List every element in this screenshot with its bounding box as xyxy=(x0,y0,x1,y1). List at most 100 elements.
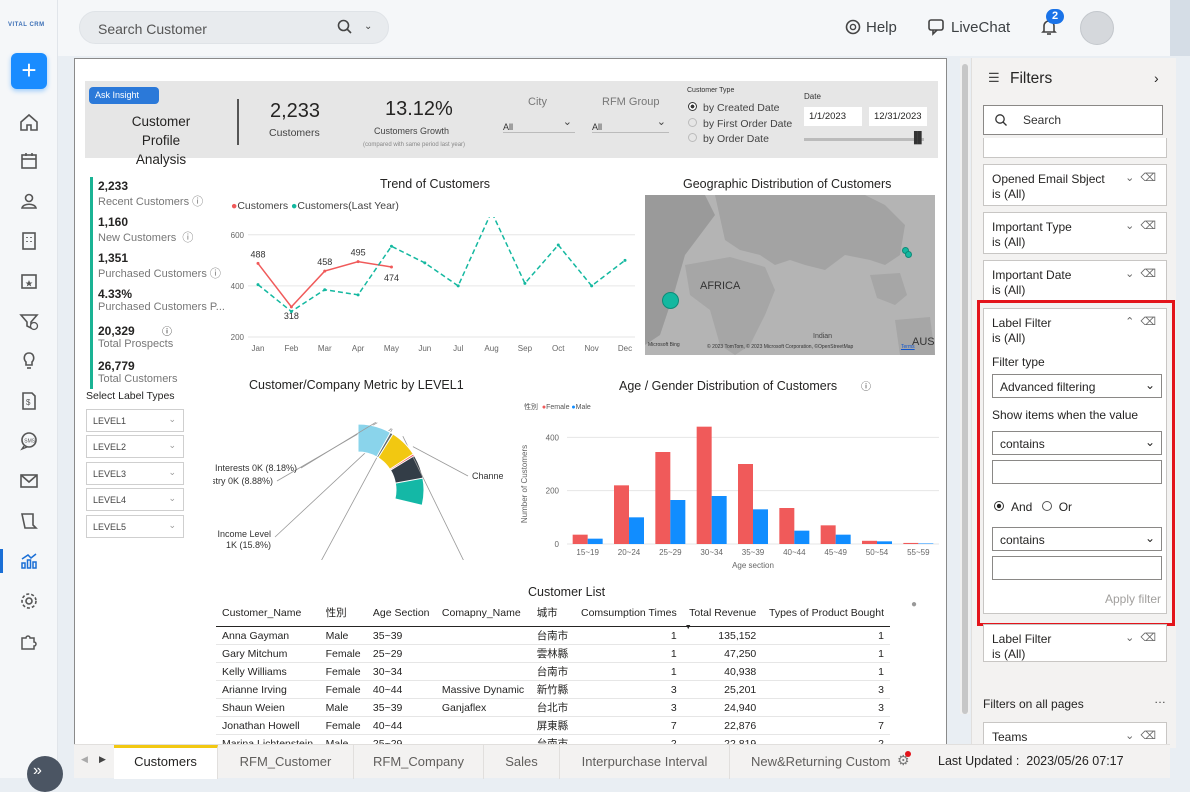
chevron-down-icon[interactable]: ⌄ ⌫ xyxy=(1125,730,1156,742)
scrollbar-thumb[interactable] xyxy=(962,64,968,714)
filter-card-important-date[interactable]: Important Date is (All) ⌄ ⌫ xyxy=(983,260,1167,302)
more-options-icon[interactable]: ● xyxy=(911,599,918,610)
level2-select[interactable]: LEVEL2 ⌄ xyxy=(86,435,184,458)
filter-card-opened-email[interactable]: Opened Email Sbject is (All) ⌄ ⌫ xyxy=(983,164,1167,206)
column-header[interactable]: Total Revenue ▼ xyxy=(682,603,763,631)
calendar-icon[interactable] xyxy=(18,150,40,172)
company-icon[interactable] xyxy=(18,230,40,252)
tab-new-returning[interactable]: New&Returning Custom xyxy=(751,754,891,769)
filter-card-partial[interactable] xyxy=(983,138,1167,158)
table-row[interactable]: Gary Mitchum Female 25~29 雲林縣 1 47,250 1 xyxy=(216,644,890,663)
filter-type-select[interactable]: Advanced filtering ⌄ xyxy=(992,374,1162,398)
search-input[interactable]: Search Customer xyxy=(98,21,207,37)
map-bubble[interactable] xyxy=(905,251,912,258)
avatar[interactable] xyxy=(1080,11,1114,45)
chevron-down-icon[interactable]: ⌄ ⌫ xyxy=(1125,268,1156,280)
radio-created-date[interactable]: by Created Date xyxy=(688,101,792,117)
livechat-icon[interactable] xyxy=(927,18,945,41)
settings-icon[interactable] xyxy=(18,590,40,612)
column-header[interactable]: Age Section xyxy=(366,603,436,627)
app-logo[interactable]: VITAL CRM xyxy=(8,22,45,28)
level1-select[interactable]: LEVEL1 ⌄ xyxy=(86,409,184,432)
filter-card-label-filter-2[interactable]: Label Filter is (All) ⌄ ⌫ xyxy=(983,624,1167,662)
donut-chart[interactable]: Channel 1K (28.73%)RFM_New Customer1K (2… xyxy=(213,395,503,560)
map-visual[interactable]: AFRICA Indian AUS Microsoft Bing © 2023 … xyxy=(645,195,935,355)
condition2-value-input[interactable] xyxy=(992,556,1162,580)
event-icon[interactable] xyxy=(18,270,40,292)
map-bubble[interactable] xyxy=(662,292,679,309)
level4-select[interactable]: LEVEL4 ⌄ xyxy=(86,488,184,511)
table-row[interactable]: Kelly Williams Female 30~34 台南市 1 40,938 1 xyxy=(216,662,890,681)
age-gender-chart[interactable]: 0 200 400 15~19 20~24 25~29 30~34 35~39 40~44 45~… xyxy=(515,414,945,574)
trend-chart[interactable]: 200 400 600 Jan Feb Mar Apr May Jun Jul Aug Sep Oct N… xyxy=(225,217,641,357)
more-options-icon[interactable]: … xyxy=(1154,692,1166,706)
legend-customers[interactable]: Customers xyxy=(237,200,289,212)
rfm-select[interactable]: All ⌄ xyxy=(592,116,669,133)
lightbulb-icon[interactable] xyxy=(18,350,40,372)
date-from-input[interactable]: 1/1/2023 xyxy=(804,107,862,126)
tab-sales[interactable]: Sales xyxy=(484,745,560,779)
info-icon[interactable]: ⓘ xyxy=(861,382,871,393)
radio-first-order-date[interactable]: by First Order Date xyxy=(688,117,792,133)
collapse-pane-icon[interactable]: › xyxy=(1154,70,1159,86)
customer-list-table[interactable]: Customer_Name 性別 Age Section Comapny_Name 城市… xyxy=(216,603,891,747)
radio-or[interactable]: Or xyxy=(1041,500,1072,514)
tab-rfm-company[interactable]: RFM_Company xyxy=(354,745,484,779)
tab-next-icon[interactable]: ▶ xyxy=(99,754,106,764)
chevron-down-icon[interactable]: ⌄ xyxy=(364,21,373,32)
help-link[interactable]: Help xyxy=(866,19,897,36)
column-header[interactable]: 性別 xyxy=(319,603,367,627)
column-header[interactable]: Comapny_Name xyxy=(435,603,531,627)
info-icon[interactable]: ⓘ xyxy=(182,232,194,244)
info-icon[interactable]: ⓘ xyxy=(162,327,173,338)
help-icon[interactable] xyxy=(845,19,861,40)
radio-order-date[interactable]: by Order Date xyxy=(688,132,792,148)
create-new-button[interactable]: + xyxy=(11,53,47,89)
chevron-down-icon[interactable]: ⌄ ⌫ xyxy=(1125,220,1156,232)
column-header[interactable]: Types of Product Bought xyxy=(762,603,890,627)
table-row[interactable]: Jonathan Howell Female 40~44 屏東縣 7 22,876 7 xyxy=(216,716,890,735)
apply-filter-button[interactable]: Apply filter xyxy=(1104,592,1161,606)
date-to-input[interactable]: 12/31/2023 xyxy=(869,107,927,126)
info-icon[interactable]: ⓘ xyxy=(209,268,221,280)
tab-prev-icon[interactable]: ◀ xyxy=(81,754,88,764)
tab-rfm-customer[interactable]: RFM_Customer xyxy=(218,745,354,779)
sms-icon[interactable]: SMS xyxy=(18,430,40,452)
legend-female[interactable]: Female xyxy=(546,404,570,411)
contact-icon[interactable] xyxy=(18,190,40,212)
chevron-down-icon[interactable]: ⌄ ⌫ xyxy=(1125,172,1156,184)
table-row[interactable]: Anna Gayman Male 35~39 台南市 1 135,152 1 xyxy=(216,626,890,645)
tab-interpurchase-interval[interactable]: Interpurchase Interval xyxy=(560,745,730,779)
slider-handle[interactable]: ▐▌ xyxy=(910,132,926,144)
city-select[interactable]: All ⌄ xyxy=(503,116,575,133)
ask-insight-button[interactable]: Ask Insight xyxy=(89,87,159,104)
table-row[interactable]: Marina Lichtenstein Male 25~29 台南市 2 22,819 2 xyxy=(216,734,890,747)
legend-male[interactable]: Male xyxy=(575,404,591,411)
expand-nav-button[interactable]: » xyxy=(27,756,63,792)
tab-customers[interactable]: Customers xyxy=(114,745,218,779)
chevron-down-icon[interactable]: ⌄ ⌫ xyxy=(1125,632,1156,644)
filter-card-important-type[interactable]: Important Type is (All) ⌄ ⌫ xyxy=(983,212,1167,254)
search-icon[interactable] xyxy=(336,18,354,41)
table-row[interactable]: Arianne Irving Female 40~44 Massive Dynamic… xyxy=(216,680,890,699)
table-row[interactable]: Shaun Weien Male 35~39 Ganjaflex 台北市 3 24,940 3 xyxy=(216,698,890,717)
livechat-link[interactable]: LiveChat xyxy=(951,19,1011,36)
condition2-select[interactable]: contains ⌄ xyxy=(992,527,1162,551)
tablet-icon[interactable] xyxy=(18,510,40,532)
level3-select[interactable]: LEVEL3 ⌄ xyxy=(86,462,184,485)
filter-search-input[interactable]: Search xyxy=(1023,113,1062,127)
column-header[interactable]: Comsumption Times xyxy=(574,603,683,627)
date-slider-track[interactable] xyxy=(804,138,924,141)
filter-card-teams[interactable]: Teams ⌄ ⌫ xyxy=(983,722,1167,748)
filter-search-box[interactable]: Search xyxy=(983,105,1163,135)
level5-select[interactable]: LEVEL5 ⌄ xyxy=(86,515,184,538)
column-header[interactable]: Customer_Name xyxy=(216,603,320,627)
condition1-value-input[interactable] xyxy=(992,460,1162,484)
mail-icon[interactable] xyxy=(18,470,40,492)
analytics-icon[interactable] xyxy=(18,550,40,572)
home-icon[interactable] xyxy=(18,111,40,133)
column-header[interactable]: 城市 xyxy=(530,603,575,627)
map-terms-link[interactable]: Terms xyxy=(901,344,915,350)
customer-search-box[interactable]: Search Customer ⌄ xyxy=(79,11,389,44)
info-icon[interactable]: ⓘ xyxy=(192,196,204,208)
